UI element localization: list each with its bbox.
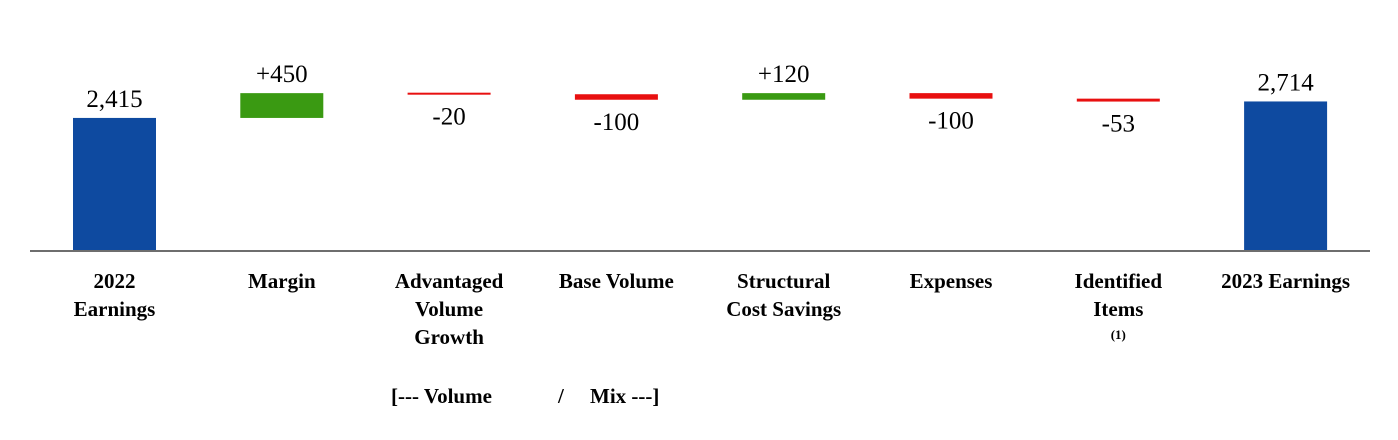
category-label-1-line-2: Earnings xyxy=(74,297,156,321)
group-label-separator: / xyxy=(557,384,565,408)
bar-2 xyxy=(240,93,324,118)
footnote-marker: (1) xyxy=(1111,327,1126,342)
category-label-7-line-2: Items xyxy=(1093,297,1143,321)
category-label-5-line-1: Structural xyxy=(737,269,830,293)
category-label-2-line-1: Margin xyxy=(248,269,316,293)
value-label-2: +450 xyxy=(256,61,308,88)
bar-7 xyxy=(1076,98,1160,102)
group-label-volume: [--- Volume xyxy=(391,384,492,408)
category-label-4-line-1: Base Volume xyxy=(559,269,674,293)
value-label-4: -100 xyxy=(593,109,639,136)
bar-8 xyxy=(1244,101,1328,251)
category-labels-group: 2022 Earnings Margin Advantaged Volume Growth… xyxy=(74,269,1350,349)
group-label-mix: Mix ---] xyxy=(590,384,659,408)
category-label-3-line-1: Advantaged xyxy=(395,269,504,293)
bar-4 xyxy=(574,94,658,100)
bar-1 xyxy=(73,117,156,251)
group-label: [--- Volume / Mix ---] xyxy=(391,384,659,408)
bar-6 xyxy=(909,93,993,99)
category-label-1-line-1: 2022 xyxy=(94,269,136,293)
value-label-8: 2,714 xyxy=(1257,69,1314,96)
category-label-6-line-1: Expenses xyxy=(910,269,993,293)
category-label-3-line-2: Volume xyxy=(415,297,483,321)
category-label-7-line-1: Identified xyxy=(1075,269,1163,293)
value-labels-group: 2,415 +450 -20 -100 +120 -100 -53 2,714 xyxy=(86,61,1314,137)
bar-5 xyxy=(742,93,826,100)
bars-group xyxy=(73,92,1328,251)
category-label-5-line-2: Cost Savings xyxy=(726,297,841,321)
value-label-3: -20 xyxy=(432,104,465,131)
category-label-3-line-3: Growth xyxy=(414,325,484,349)
value-label-1: 2,415 xyxy=(86,86,142,113)
value-label-7: -53 xyxy=(1102,111,1135,138)
value-label-5: +120 xyxy=(758,61,810,88)
value-label-6: -100 xyxy=(928,108,974,135)
bar-3 xyxy=(407,92,491,95)
category-label-8-line-1: 2023 Earnings xyxy=(1221,269,1350,293)
